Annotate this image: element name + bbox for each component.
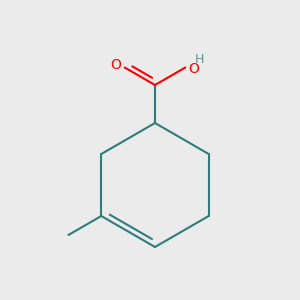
Text: H: H xyxy=(195,52,204,66)
Text: O: O xyxy=(188,62,199,76)
Text: O: O xyxy=(110,58,121,72)
